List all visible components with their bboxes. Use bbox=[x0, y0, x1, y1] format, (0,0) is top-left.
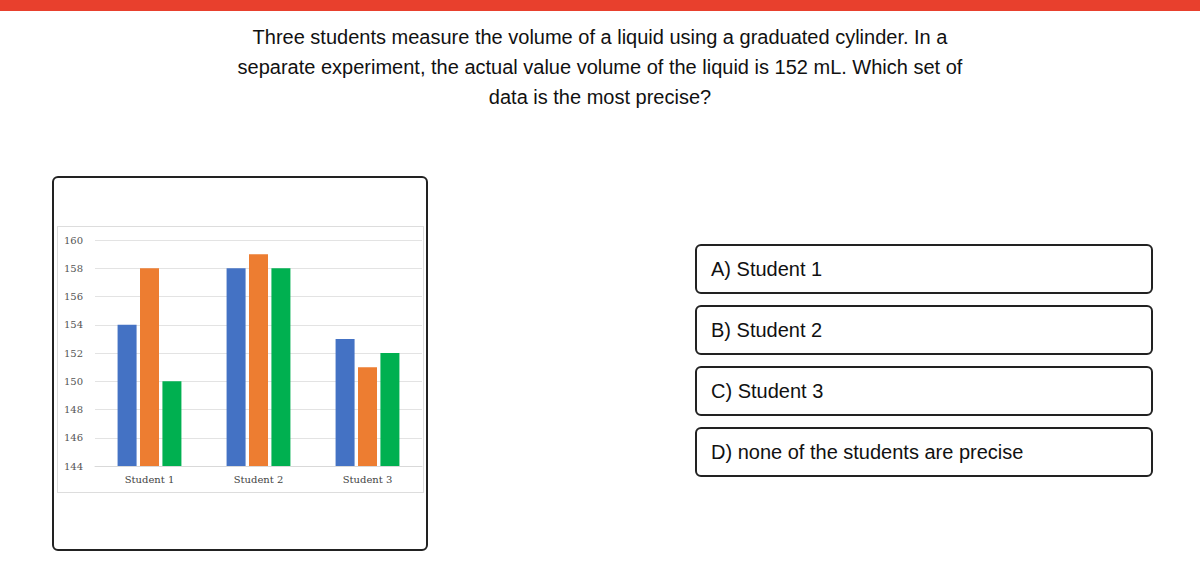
html-text:B) Student 2: B) Student 2 bbox=[711, 319, 823, 341]
html-text:data is the most precise?: data is the most precise? bbox=[488, 86, 712, 108]
html-text:A) Student 1: A) Student 1 bbox=[711, 258, 823, 280]
svg-text:152: 152 bbox=[64, 348, 83, 359]
svg-text:Student 1: Student 1 bbox=[125, 474, 175, 485]
svg-text:160: 160 bbox=[64, 235, 83, 246]
svg-text:148: 148 bbox=[64, 404, 83, 415]
html-text:C) Student 3: C) Student 3 bbox=[711, 380, 824, 402]
svg-text:150: 150 bbox=[64, 376, 83, 387]
svg-text:154: 154 bbox=[64, 319, 83, 330]
svg-text:144: 144 bbox=[64, 461, 83, 472]
svg-text:158: 158 bbox=[64, 263, 83, 274]
svg-text:Student 3: Student 3 bbox=[343, 474, 393, 485]
html-text:Three students measure the vol: Three students measure the volume of a l… bbox=[252, 26, 948, 48]
svg-text:146: 146 bbox=[64, 432, 83, 443]
svg-text:Student 2: Student 2 bbox=[234, 474, 284, 485]
svg-text:156: 156 bbox=[64, 291, 83, 302]
html-text:D) none of the students are pr: D) none of the students are precise bbox=[711, 441, 1024, 463]
html-text:separate experiment, the actua: separate experiment, the actual value vo… bbox=[237, 56, 963, 78]
